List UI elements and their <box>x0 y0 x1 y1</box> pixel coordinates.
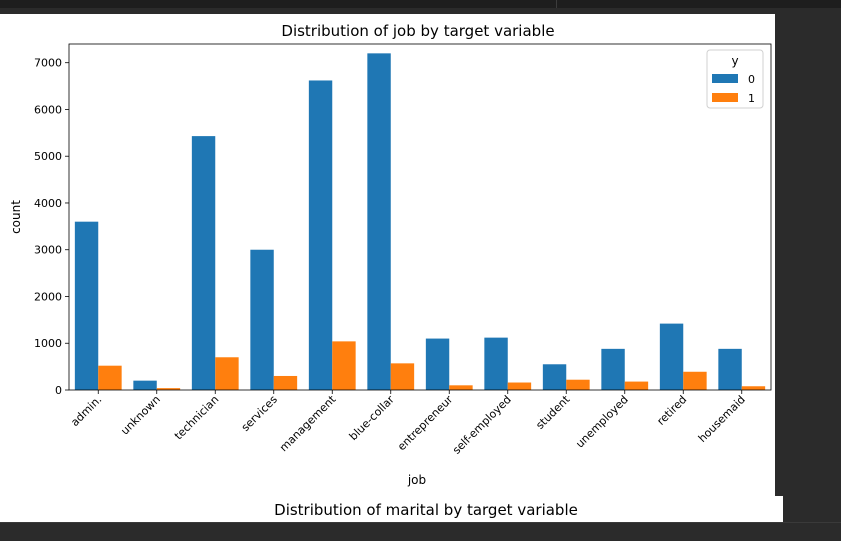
bars-group <box>74 53 766 390</box>
y-tick-label: 5000 <box>34 150 62 163</box>
bar-unemployed-series-1 <box>624 381 649 390</box>
bar-housemaid-series-0 <box>718 348 742 390</box>
bar-unknown-series-1 <box>156 388 181 390</box>
bottom-strip <box>0 522 841 541</box>
x-tick-label: services <box>239 393 280 434</box>
y-tick-label: 6000 <box>34 103 62 116</box>
y-tick-label: 7000 <box>34 57 62 70</box>
top-bar-divider <box>556 0 557 8</box>
x-tick-label: student <box>533 392 572 431</box>
x-tick-label: entrepreneur <box>395 393 456 454</box>
bar-admin-series-1 <box>98 365 122 390</box>
bar-admin-series-0 <box>74 221 99 390</box>
x-tick-label: self-employed <box>450 393 514 457</box>
x-tick-label: retired <box>654 393 689 428</box>
x-axis-label: job <box>407 473 426 487</box>
bar-unemployed-series-0 <box>601 348 625 390</box>
legend-label-1: 1 <box>748 92 755 105</box>
y-tick-label: 2000 <box>34 290 62 303</box>
bar-housemaid-series-1 <box>741 386 766 390</box>
bar-student-series-0 <box>542 364 567 390</box>
y-tick-label: 4000 <box>34 197 62 210</box>
y-tick-label: 3000 <box>34 244 62 257</box>
x-tick-label: technician <box>172 393 221 442</box>
bar-technician-series-0 <box>191 136 216 390</box>
legend-swatch-1 <box>712 93 738 102</box>
bar-blue-collar-series-1 <box>390 363 415 390</box>
x-tick-label: unemployed <box>573 393 631 451</box>
bar-entrepreneur-series-1 <box>449 385 473 390</box>
bar-entrepreneur-series-0 <box>425 338 450 390</box>
chart-output-area-extension <box>0 496 783 522</box>
legend-swatch-0 <box>712 74 738 83</box>
legend-label-0: 0 <box>748 73 755 86</box>
bar-retired-series-0 <box>659 323 684 390</box>
x-tick-label: management <box>277 392 339 454</box>
y-tick-label: 1000 <box>34 337 62 350</box>
bar-services-series-0 <box>250 249 274 390</box>
top-bar <box>0 0 841 8</box>
bar-blue-collar-series-0 <box>367 53 391 390</box>
bar-self-employed-series-1 <box>507 382 532 390</box>
bar-self-employed-series-0 <box>484 337 508 390</box>
next-chart-title: Distribution of marital by target variab… <box>274 501 578 519</box>
x-ticks-group: admin. unknown technician servicesmanagemen… <box>68 390 748 457</box>
bar-student-series-1 <box>566 379 590 390</box>
bar-technician-series-1 <box>215 357 239 390</box>
bar-services-series-1 <box>273 375 298 390</box>
y-ticks-group: 0 1000 2000 3000 4000 5000 6000 7000 <box>34 57 69 397</box>
bar-unknown-series-0 <box>133 380 157 390</box>
x-tick-label: unknown <box>118 393 163 438</box>
y-tick-label: 0 <box>55 384 62 397</box>
y-axis-label: count <box>9 200 23 234</box>
bar-management-series-0 <box>308 80 333 390</box>
legend-title: y <box>731 54 738 68</box>
bar-retired-series-1 <box>683 371 707 390</box>
x-tick-label: housemaid <box>696 393 748 445</box>
chart-title: Distribution of job by target variable <box>281 22 554 40</box>
legend: y 0 1 <box>706 49 764 109</box>
x-tick-label: blue-collar <box>347 393 397 443</box>
bar-management-series-1 <box>332 341 356 390</box>
axes-frame <box>68 43 772 391</box>
x-tick-label: admin. <box>68 393 104 429</box>
